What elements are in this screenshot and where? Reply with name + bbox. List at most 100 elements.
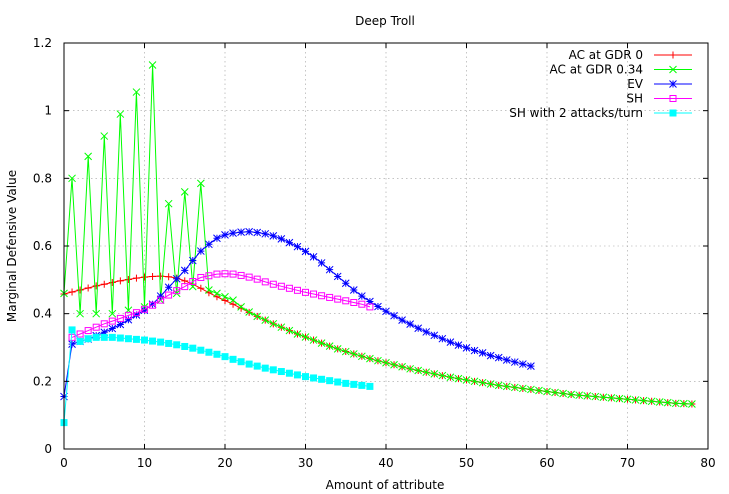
data-point-cross: [527, 385, 535, 394]
x-tick-label: 10: [137, 456, 152, 470]
data-point-filled-square: [277, 368, 285, 376]
data-point-square: [366, 303, 374, 311]
data-point-star: [357, 292, 366, 300]
data-point-plus: [669, 51, 677, 59]
data-point-plus: [68, 288, 76, 296]
data-point-star: [494, 353, 503, 362]
data-point-plus: [141, 273, 148, 281]
series-line: [71, 273, 371, 338]
x-tick-label: 60: [539, 456, 554, 470]
data-point-cross: [132, 88, 141, 96]
data-point-square: [277, 282, 285, 290]
data-point-square: [100, 320, 108, 328]
data-point-square: [669, 95, 677, 102]
data-point-cross: [599, 393, 608, 402]
data-point-plus: [197, 284, 205, 292]
data-point-star: [261, 229, 270, 238]
data-point-cross: [366, 354, 374, 363]
data-point-plus: [100, 280, 108, 288]
data-point-filled-square: [245, 360, 253, 368]
data-point-plus: [108, 279, 116, 287]
data-point-plus: [229, 300, 237, 308]
data-point-cross: [92, 309, 101, 318]
data-point-cross: [317, 339, 326, 347]
data-point-cross: [438, 371, 447, 380]
x-tick-label: 40: [378, 456, 393, 470]
data-point-cross: [575, 391, 584, 400]
data-point-filled-square: [213, 350, 221, 358]
data-point-star: [470, 346, 479, 355]
data-point-filled-square: [358, 381, 366, 389]
data-point-star: [245, 227, 254, 236]
data-point-square: [342, 297, 350, 305]
data-point-cross: [293, 330, 302, 338]
plot-series: [60, 61, 696, 427]
data-point-star: [301, 247, 310, 256]
data-point-star: [132, 311, 141, 319]
data-point-filled-square: [149, 337, 157, 345]
data-point-star: [414, 324, 423, 333]
data-point-cross: [502, 382, 511, 391]
data-point-star: [366, 297, 374, 306]
data-point-star: [221, 230, 229, 239]
data-point-square: [157, 296, 165, 304]
data-point-cross: [253, 312, 262, 321]
data-point-star: [116, 320, 125, 329]
data-point-star: [406, 320, 415, 329]
data-point-cross: [671, 399, 680, 408]
data-point-star: [285, 238, 294, 247]
x-tick-label: 50: [459, 456, 474, 470]
data-point-cross: [357, 352, 366, 361]
x-tick-label: 70: [620, 456, 635, 470]
data-point-cross: [607, 394, 616, 402]
data-point-filled-square: [326, 377, 334, 385]
data-point-cross: [213, 289, 221, 298]
data-point-filled-square: [173, 341, 181, 349]
data-point-cross: [84, 152, 93, 161]
data-point-square: [358, 300, 366, 308]
data-point-square: [181, 283, 189, 291]
data-point-cross: [398, 362, 406, 371]
series-group: [60, 326, 374, 427]
data-point-cross: [430, 370, 439, 378]
data-point-square: [141, 305, 148, 313]
data-point-cross: [639, 396, 648, 405]
data-point-cross: [309, 336, 318, 344]
data-point-plus: [124, 275, 132, 283]
data-point-star: [478, 349, 487, 357]
data-point-filled-square: [84, 335, 92, 343]
y-tick-label: 0.6: [33, 239, 52, 253]
data-point-star: [349, 286, 358, 294]
data-point-cross: [422, 368, 431, 377]
data-point-star: [510, 358, 519, 366]
data-point-star: [188, 256, 197, 265]
data-point-star: [148, 300, 157, 309]
data-point-cross: [559, 389, 567, 398]
data-point-cross: [567, 390, 576, 399]
x-tick-label: 30: [298, 456, 313, 470]
data-point-cross: [470, 377, 479, 386]
data-point-square: [302, 288, 309, 296]
data-point-star: [502, 356, 511, 364]
data-point-square: [173, 287, 181, 295]
data-point-square: [189, 278, 197, 286]
data-point-plus: [149, 272, 157, 280]
data-point-cross: [446, 373, 455, 382]
data-point-star: [196, 247, 205, 255]
data-point-square: [326, 293, 334, 301]
data-point-star: [237, 228, 245, 236]
data-point-cross: [269, 319, 278, 328]
data-point-square: [253, 275, 261, 283]
data-point-filled-square: [350, 380, 358, 388]
data-point-filled-square: [302, 373, 309, 381]
data-point-star: [140, 306, 149, 315]
data-point-cross: [631, 396, 640, 404]
data-point-square: [213, 270, 221, 278]
data-point-star: [518, 360, 527, 368]
data-point-square: [221, 270, 229, 278]
data-point-cross: [647, 397, 656, 406]
data-point-cross: [333, 344, 342, 353]
data-point-cross: [669, 65, 677, 74]
data-point-square: [237, 271, 245, 279]
data-point-square: [269, 280, 277, 288]
